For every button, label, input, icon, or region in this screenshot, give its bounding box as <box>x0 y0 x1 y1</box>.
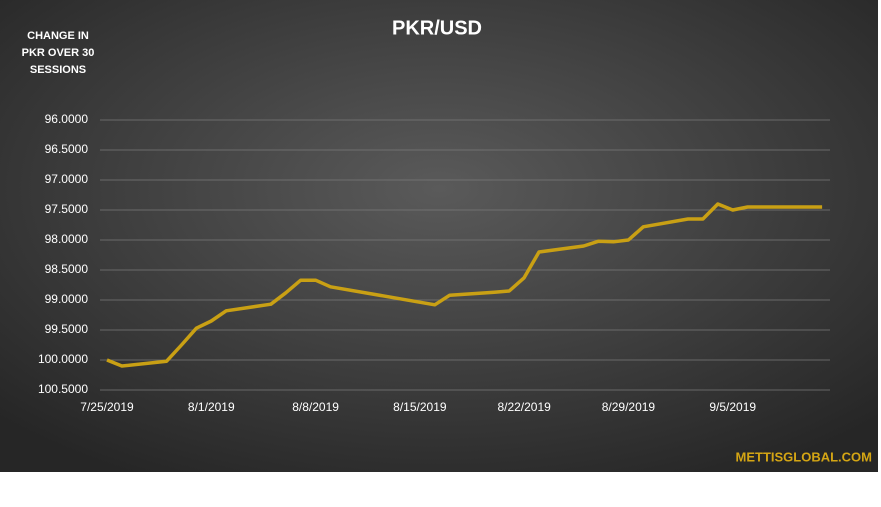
y-tick-label: 98.5000 <box>45 262 89 276</box>
y-tick-label: 96.5000 <box>45 142 89 156</box>
y-tick-label: 96.0000 <box>45 112 89 126</box>
y-tick-label: 98.0000 <box>45 232 89 246</box>
y-tick-label: 99.0000 <box>45 292 89 306</box>
x-tick-label: 8/29/2019 <box>602 400 656 414</box>
x-tick-label: 7/25/2019 <box>80 400 134 414</box>
y-tick-label: 97.0000 <box>45 172 89 186</box>
y-tick-label: 99.5000 <box>45 322 89 336</box>
credit: METTISGLOBAL.COM <box>736 449 873 464</box>
y-label: PKR OVER 30 <box>22 47 95 59</box>
y-tick-label: 100.5000 <box>38 382 88 396</box>
y-label: CHANGE IN <box>27 30 89 42</box>
y-label: SESSIONS <box>30 64 86 76</box>
x-tick-label: 8/1/2019 <box>188 400 235 414</box>
y-tick-label: 100.0000 <box>38 352 88 366</box>
background <box>0 0 878 472</box>
x-tick-label: 8/15/2019 <box>393 400 447 414</box>
y-tick-label: 97.5000 <box>45 202 89 216</box>
x-tick-label: 8/22/2019 <box>497 400 551 414</box>
x-tick-label: 9/5/2019 <box>709 400 756 414</box>
x-tick-label: 8/8/2019 <box>292 400 339 414</box>
chart-title: PKR/USD <box>392 17 482 39</box>
line-series <box>106 202 823 368</box>
